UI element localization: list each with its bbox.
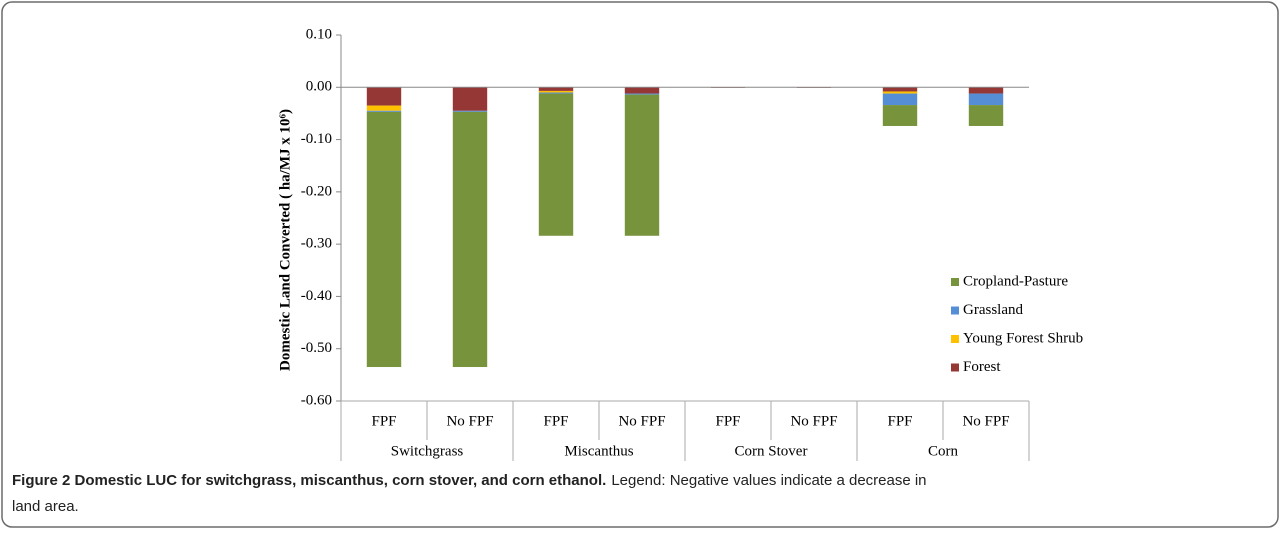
y-tick-label: 0.10: [306, 26, 332, 42]
caption-text: land area.: [12, 498, 79, 515]
legend-swatch: [951, 335, 959, 343]
y-axis-label: Domestic Land Converted ( ha/MJ x 10⁶): [277, 109, 293, 371]
x-tick-label: No FPF: [446, 413, 493, 429]
group-label: Switchgrass: [391, 443, 464, 459]
legend-label: Forest: [963, 359, 1001, 375]
bar-segment: [538, 92, 574, 94]
bar-segment: [882, 87, 918, 92]
bar-segment: [882, 105, 918, 126]
legend-swatch: [951, 363, 959, 372]
bar-segment: [882, 93, 918, 106]
x-tick-label: No FPF: [618, 413, 665, 429]
x-tick-label: FPF: [371, 413, 396, 429]
bar-segment: [968, 87, 1004, 94]
y-tick-label: -0.60: [301, 392, 332, 408]
group-label: Corn Stover: [735, 443, 808, 459]
bar-segment: [366, 87, 402, 106]
bar-segment: [538, 90, 574, 93]
bar-segment: [968, 93, 1004, 106]
x-tick-label: FPF: [887, 413, 912, 429]
x-tick-label: No FPF: [790, 413, 837, 429]
bar-segment: [624, 93, 660, 95]
bar-segment: [366, 110, 402, 112]
y-tick-label: -0.10: [301, 131, 332, 147]
caption-title: Figure 2 Domestic LUC for switchgrass, m…: [12, 472, 606, 489]
caption-text: Legend: Negative values indicate a decre…: [611, 472, 926, 489]
bar-segment: [538, 87, 574, 91]
legend-label: Grassland: [963, 302, 1023, 318]
x-tick-label: FPF: [543, 413, 568, 429]
x-tick-label: FPF: [715, 413, 740, 429]
group-label: Miscanthus: [564, 443, 633, 459]
bar-segment: [452, 110, 488, 112]
y-tick-label: -0.30: [301, 236, 332, 252]
bar-segment: [538, 93, 574, 236]
group-label: Corn: [928, 443, 959, 459]
legend-label: Young Forest Shrub: [963, 330, 1083, 346]
bar-segment: [968, 105, 1004, 126]
legend-swatch: [951, 306, 959, 315]
bar-segment: [366, 111, 402, 368]
bar-segment: [624, 87, 660, 94]
x-tick-label: No FPF: [962, 413, 1009, 429]
y-tick-label: 0.00: [306, 79, 332, 95]
bar-segment: [366, 105, 402, 111]
y-tick-label: -0.20: [301, 183, 332, 199]
legend-swatch: [951, 278, 959, 286]
y-tick-label: -0.50: [301, 340, 332, 356]
bar-segment: [882, 91, 918, 94]
bar-segment: [452, 87, 488, 111]
bar-segment: [452, 111, 488, 368]
legend-label: Cropland-Pasture: [963, 273, 1068, 289]
bar-segment: [624, 94, 660, 236]
y-tick-label: -0.40: [301, 288, 332, 304]
